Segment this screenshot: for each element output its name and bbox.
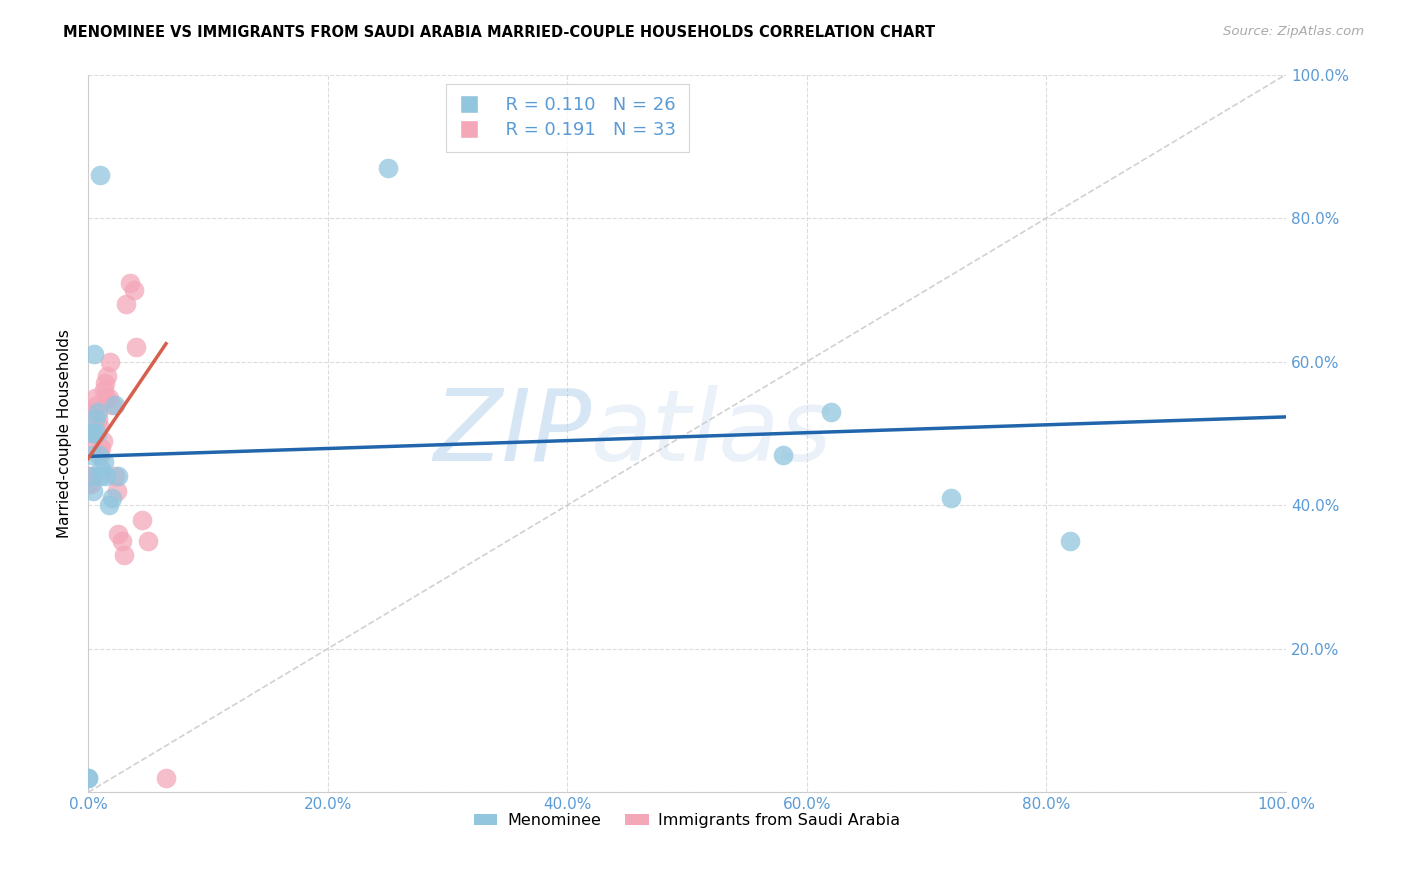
Point — [87, 412, 110, 426]
Point — [125, 340, 148, 354]
Y-axis label: Married-couple Households: Married-couple Households — [58, 329, 72, 538]
Point — [939, 491, 962, 505]
Point — [97, 498, 120, 512]
Point — [77, 771, 100, 785]
Point — [94, 469, 117, 483]
Point — [87, 405, 110, 419]
Point — [112, 549, 135, 563]
Text: atlas: atlas — [592, 385, 832, 482]
Point — [79, 426, 101, 441]
Text: ZIP: ZIP — [433, 385, 592, 482]
Point — [122, 283, 145, 297]
Point — [98, 354, 121, 368]
Point — [94, 376, 117, 391]
Point — [96, 369, 118, 384]
Legend: Menominee, Immigrants from Saudi Arabia: Menominee, Immigrants from Saudi Arabia — [467, 806, 907, 835]
Point — [89, 469, 111, 483]
Point — [107, 469, 129, 483]
Point — [77, 476, 100, 491]
Text: MENOMINEE VS IMMIGRANTS FROM SAUDI ARABIA MARRIED-COUPLE HOUSEHOLDS CORRELATION : MENOMINEE VS IMMIGRANTS FROM SAUDI ARABI… — [63, 25, 935, 40]
Point — [82, 405, 104, 419]
Point — [90, 462, 112, 476]
Point — [1059, 534, 1081, 549]
Point — [111, 534, 134, 549]
Point — [82, 483, 104, 498]
Point — [120, 276, 142, 290]
Point — [97, 391, 120, 405]
Point — [115, 297, 138, 311]
Point — [107, 527, 129, 541]
Point — [86, 398, 108, 412]
Point — [772, 448, 794, 462]
Point — [83, 426, 105, 441]
Point — [79, 476, 101, 491]
Point — [79, 469, 101, 483]
Point — [103, 469, 125, 483]
Point — [136, 534, 159, 549]
Point — [90, 441, 112, 455]
Point — [94, 391, 117, 405]
Point — [89, 168, 111, 182]
Point — [93, 455, 115, 469]
Point — [103, 398, 125, 412]
Point — [84, 391, 107, 405]
Point — [89, 448, 111, 462]
Point — [93, 384, 115, 398]
Point — [80, 448, 103, 462]
Text: Source: ZipAtlas.com: Source: ZipAtlas.com — [1223, 25, 1364, 38]
Point — [84, 412, 107, 426]
Point — [101, 398, 124, 412]
Point — [86, 426, 108, 441]
Point — [87, 419, 110, 434]
Point — [77, 771, 100, 785]
Point — [820, 405, 842, 419]
Point — [91, 434, 114, 448]
Point — [80, 469, 103, 483]
Point — [131, 512, 153, 526]
Point — [83, 441, 105, 455]
Point — [101, 491, 124, 505]
Point — [77, 469, 100, 483]
Point — [377, 161, 399, 175]
Point — [80, 426, 103, 441]
Point — [105, 483, 128, 498]
Point — [155, 771, 177, 785]
Point — [87, 448, 110, 462]
Point — [83, 347, 105, 361]
